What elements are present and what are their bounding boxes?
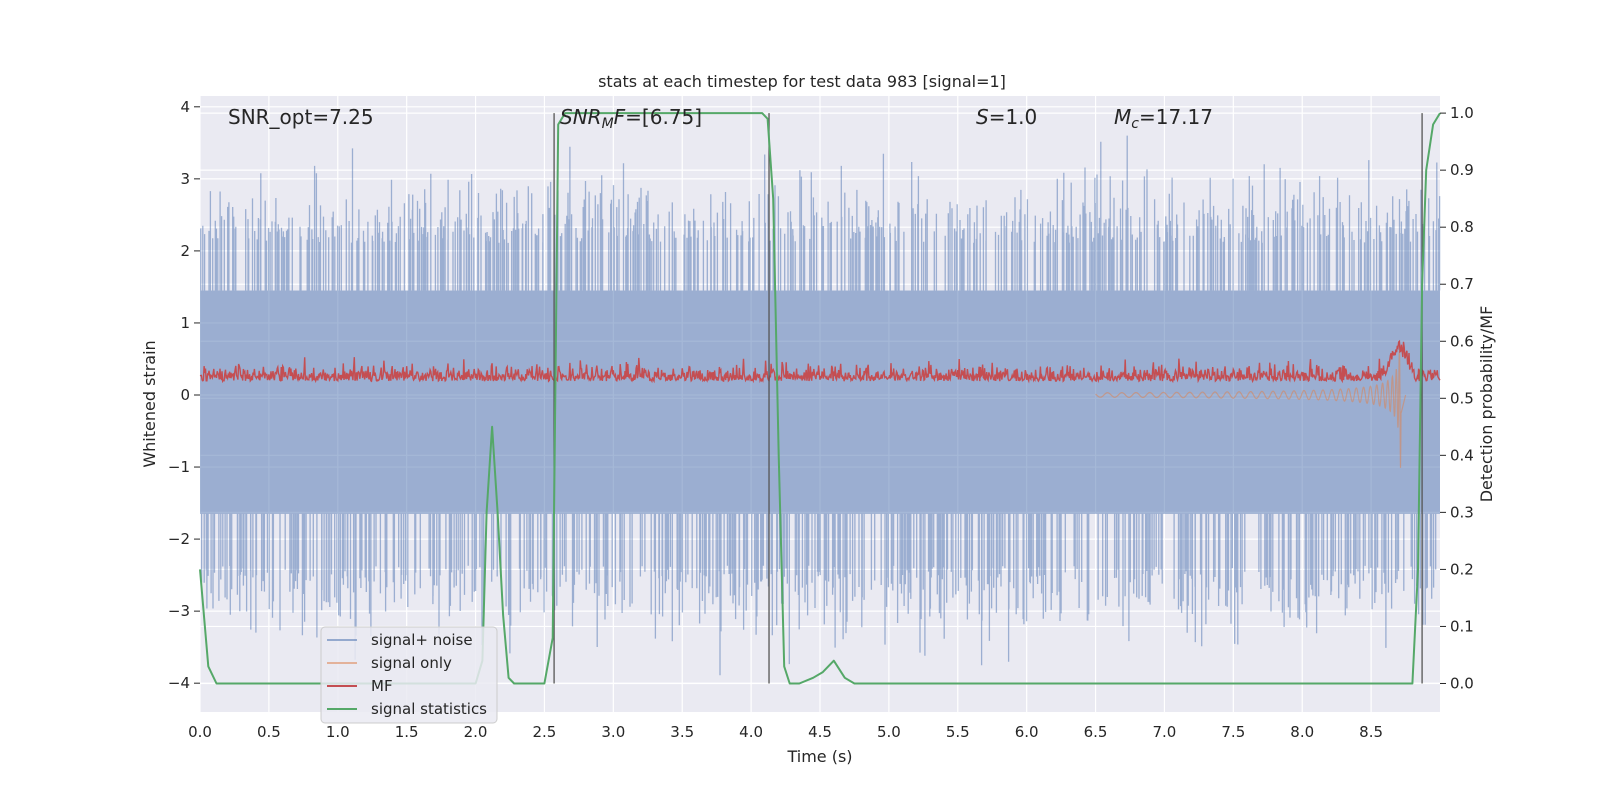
y-axis-right-ticks: 0.0 0.1 0.2 0.3 0.4 0.5 0.6 0.7 0.8 0.9 1.0 xyxy=(1440,104,1474,692)
series-signal-only xyxy=(1095,350,1407,468)
mf-line xyxy=(199,339,1441,384)
y-tick-label-right: 1.0 xyxy=(1450,104,1474,122)
annotation-s: S=1.0 xyxy=(976,105,1037,129)
y-tick-label-left: −3 xyxy=(168,602,190,620)
annotation-snr-mf: SNRMF=[6.75] xyxy=(560,105,702,132)
x-tick-label: 5.0 xyxy=(877,723,901,741)
x-tick-label: 6.5 xyxy=(1084,723,1108,741)
x-tick-label: 1.0 xyxy=(326,723,350,741)
y-tick-label-left: 1 xyxy=(180,314,190,332)
legend-label-mf: MF xyxy=(371,677,393,695)
y-tick-label-right: 0.2 xyxy=(1450,560,1474,578)
y-tick-label-right: 0.1 xyxy=(1450,617,1474,635)
x-tick-label: 8.5 xyxy=(1359,723,1383,741)
legend-label-signal-plus-noise: signal+ noise xyxy=(371,631,473,649)
signal-only-line xyxy=(1095,350,1407,468)
y-axis-left-label: Whitened strain xyxy=(140,340,159,467)
x-tick-label: 8.0 xyxy=(1290,723,1314,741)
y-axis-left-ticks: −4 −3 −2 −1 0 1 2 3 4 xyxy=(168,98,200,692)
x-axis-ticks: 0.0 0.5 1.0 1.5 2.0 2.5 3.0 3.5 4.0 4.5 5.0 5.5 6.0 6… xyxy=(188,723,1383,741)
y-tick-label-right: 0.6 xyxy=(1450,332,1474,350)
x-tick-label: 7.0 xyxy=(1153,723,1177,741)
noise-spikes xyxy=(200,135,1441,676)
legend-label-signal-statistics: signal statistics xyxy=(371,700,487,718)
legend-label-signal-only: signal only xyxy=(371,654,452,672)
x-tick-label: 3.5 xyxy=(670,723,694,741)
noise-band xyxy=(200,290,1440,514)
y-tick-label-left: 3 xyxy=(180,170,190,188)
legend: signal+ noise signal only MF signal stat… xyxy=(320,626,498,724)
x-tick-label: 3.0 xyxy=(601,723,625,741)
x-tick-label: 1.5 xyxy=(395,723,419,741)
chart-title: stats at each timestep for test data 983… xyxy=(598,72,1006,91)
y-tick-label-right: 0.3 xyxy=(1450,503,1474,521)
series-mf xyxy=(199,339,1441,384)
x-tick-label: 4.0 xyxy=(739,723,763,741)
x-tick-label: 5.5 xyxy=(946,723,970,741)
series-signal-plus-noise xyxy=(200,135,1441,676)
y-tick-label-left: −1 xyxy=(168,458,190,476)
y-tick-label-left: 4 xyxy=(180,98,190,116)
y-tick-label-left: −4 xyxy=(168,674,190,692)
x-tick-label: 0.0 xyxy=(188,723,212,741)
y-tick-label-left: −2 xyxy=(168,530,190,548)
y-tick-label-right: 0.9 xyxy=(1450,161,1474,179)
y-tick-label-right: 0.8 xyxy=(1450,218,1474,236)
x-tick-label: 2.0 xyxy=(464,723,488,741)
y-tick-label-right: 0.4 xyxy=(1450,446,1474,464)
x-tick-label: 4.5 xyxy=(808,723,832,741)
x-tick-label: 7.5 xyxy=(1221,723,1245,741)
legend-box xyxy=(320,626,498,724)
x-tick-label: 0.5 xyxy=(257,723,281,741)
y-tick-label-left: 0 xyxy=(180,386,190,404)
y-tick-label-right: 0.7 xyxy=(1450,275,1474,293)
y-tick-label-left: 2 xyxy=(180,242,190,260)
x-tick-label: 6.0 xyxy=(1015,723,1039,741)
y-axis-right-label: Detection probability/MF xyxy=(1477,306,1496,503)
annotation-mc: Mc=17.17 xyxy=(1114,105,1213,132)
x-tick-label: 2.5 xyxy=(533,723,557,741)
annotation-snr-opt: SNR_opt=7.25 xyxy=(228,105,374,129)
x-axis-label: Time (s) xyxy=(786,747,852,766)
y-tick-label-right: 0.5 xyxy=(1450,389,1474,407)
y-tick-label-right: 0.0 xyxy=(1450,674,1474,692)
